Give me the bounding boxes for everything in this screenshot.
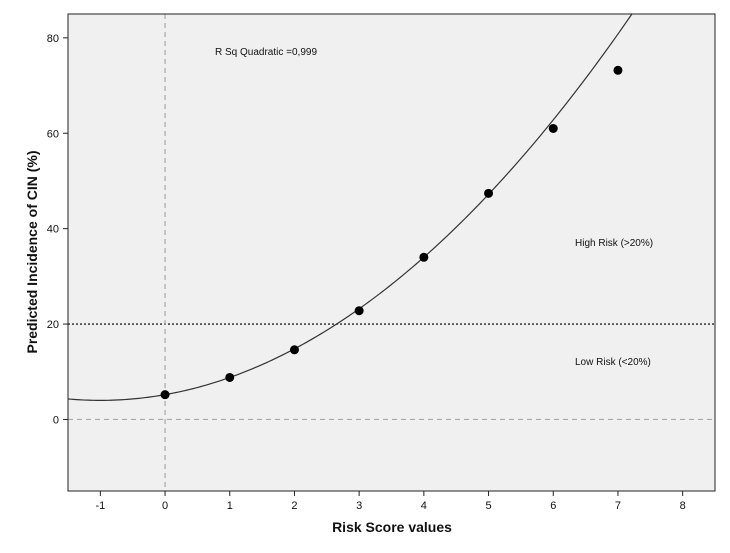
- y-tick-label: 40: [47, 224, 59, 236]
- data-point: [613, 65, 623, 75]
- x-tick-label: 5: [485, 500, 491, 512]
- x-tick-label: 1: [227, 500, 233, 512]
- data-point: [484, 188, 494, 198]
- y-axis-ticks: 0 20 40 60 80: [47, 33, 68, 426]
- annotation-low-risk: Low Risk (<20%): [575, 357, 651, 368]
- x-axis-title: Risk Score values: [332, 519, 452, 535]
- plot-area-background: [68, 14, 715, 491]
- x-tick-label: 6: [550, 500, 556, 512]
- data-point: [225, 372, 235, 382]
- x-tick-label: 7: [615, 500, 621, 512]
- x-tick-label: -1: [95, 500, 105, 512]
- data-point: [548, 123, 558, 133]
- x-tick-label: 0: [162, 500, 168, 512]
- x-tick-label: 8: [680, 500, 686, 512]
- data-point: [160, 390, 170, 400]
- y-tick-label: 20: [47, 319, 59, 331]
- data-points: [160, 65, 623, 400]
- y-axis-title: Predicted Incidence of CIN (%): [24, 150, 40, 353]
- y-tick-label: 80: [47, 33, 59, 45]
- x-tick-label: 3: [356, 500, 362, 512]
- data-point: [289, 345, 299, 355]
- reference-lines: [68, 14, 715, 491]
- y-tick-label: 60: [47, 128, 59, 140]
- x-axis-ticks: -1 0 1 2 3 4 5 6 7 8: [95, 491, 686, 512]
- data-point: [419, 252, 429, 262]
- data-point: [354, 306, 364, 316]
- y-tick-label: 0: [53, 414, 59, 426]
- annotation-high-risk: High Risk (>20%): [575, 238, 653, 249]
- x-tick-label: 2: [291, 500, 297, 512]
- plot-area-frame: [67, 13, 716, 492]
- x-tick-label: 4: [421, 500, 427, 512]
- annotation-r-squared: R Sq Quadratic =0,999: [215, 47, 317, 58]
